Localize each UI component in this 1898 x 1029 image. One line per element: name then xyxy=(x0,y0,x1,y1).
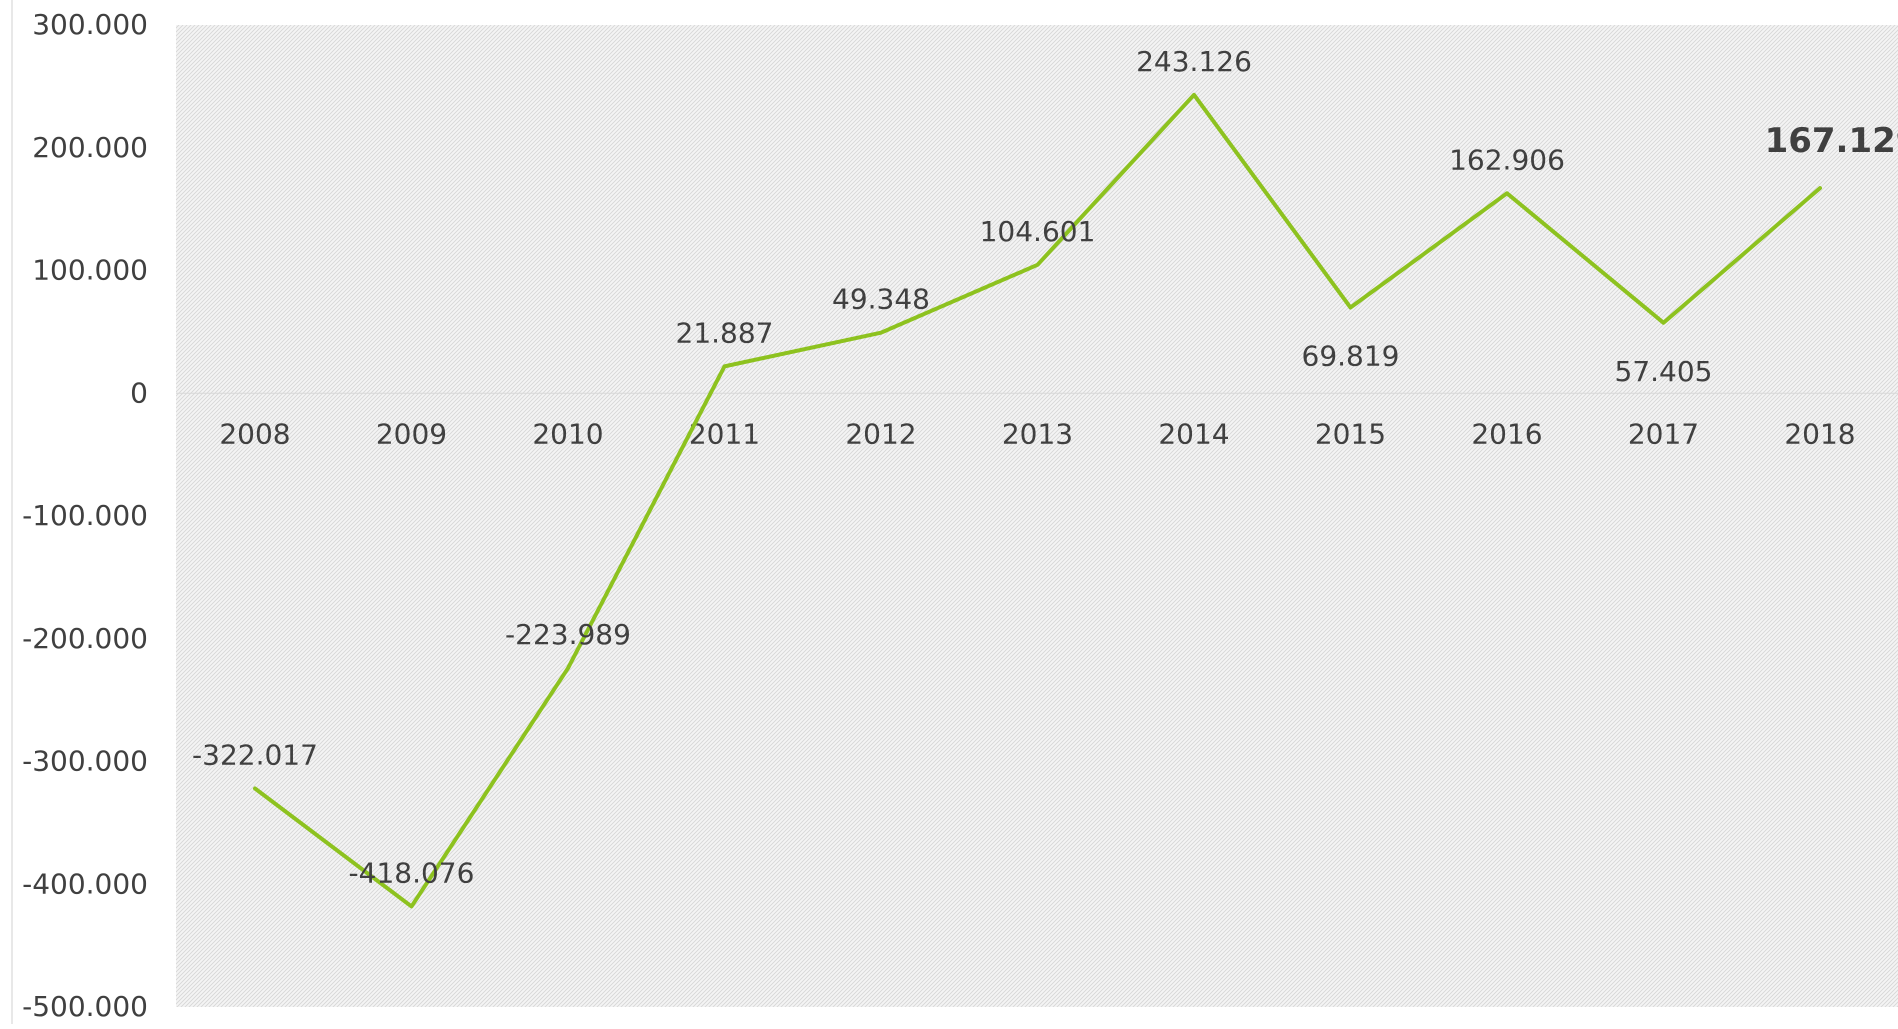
x-tick-label: 2018 xyxy=(1784,417,1855,450)
y-tick-label: 300.000 xyxy=(32,8,148,41)
data-label: 167.129 xyxy=(1765,121,1898,161)
data-label: 243.126 xyxy=(1136,45,1252,78)
x-tick-label: 2010 xyxy=(532,417,603,450)
y-tick-label: -400.000 xyxy=(22,867,148,900)
data-label: 57.405 xyxy=(1615,355,1713,388)
data-label: -223.989 xyxy=(505,618,631,651)
x-tick-label: 2013 xyxy=(1002,417,1073,450)
data-label: 162.906 xyxy=(1449,143,1565,176)
y-tick-label: -200.000 xyxy=(22,622,148,655)
y-tick-label: -500.000 xyxy=(22,990,148,1023)
x-tick-label: 2014 xyxy=(1158,417,1229,450)
plot-area-background xyxy=(176,25,1898,1007)
x-tick-label: 2008 xyxy=(219,417,290,450)
y-tick-label: -100.000 xyxy=(22,499,148,532)
x-tick-label: 2011 xyxy=(689,417,760,450)
x-tick-label: 2012 xyxy=(845,417,916,450)
x-tick-label: 2016 xyxy=(1471,417,1542,450)
series-line xyxy=(253,92,1822,909)
data-label: 69.819 xyxy=(1302,340,1400,373)
data-label: 104.601 xyxy=(980,215,1096,248)
data-label: 49.348 xyxy=(832,283,930,316)
y-tick-label: -300.000 xyxy=(22,745,148,778)
y-tick-label: 100.000 xyxy=(32,254,148,287)
x-tick-label: 2009 xyxy=(376,417,447,450)
x-tick-label: 2015 xyxy=(1315,417,1386,450)
y-tick-label: 200.000 xyxy=(32,131,148,164)
data-label: -322.017 xyxy=(192,739,318,772)
y-tick-label: 0 xyxy=(130,376,148,409)
data-label: 21.887 xyxy=(676,316,774,349)
data-label: -418.076 xyxy=(349,856,475,889)
x-tick-label: 2017 xyxy=(1628,417,1699,450)
